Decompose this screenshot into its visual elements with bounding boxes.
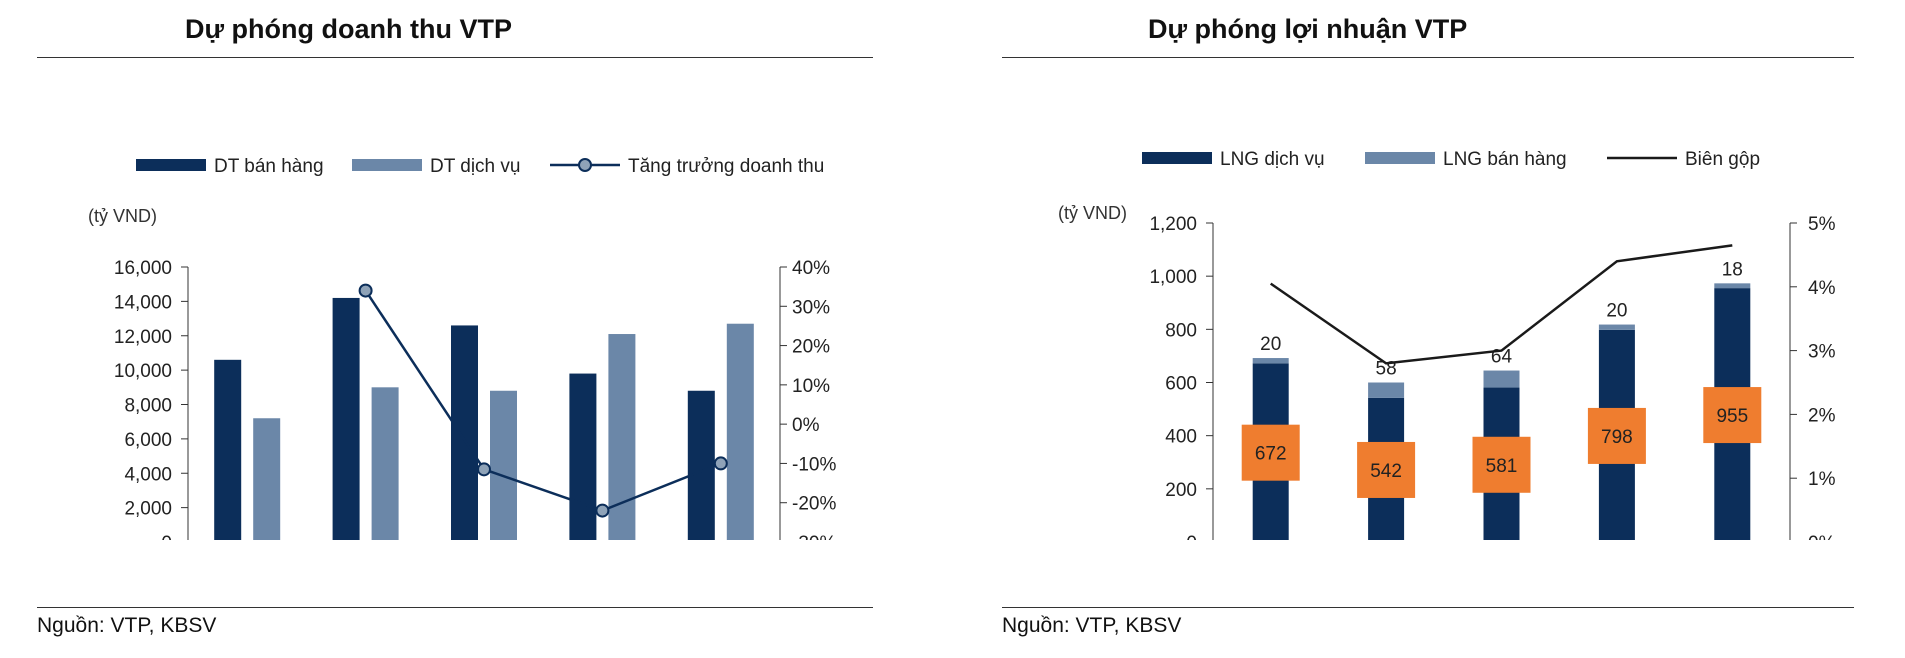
bar-dt-dich-vu xyxy=(371,387,399,540)
bar-dt-ban-hang xyxy=(687,390,715,540)
data-label-lng-ban-hang: 20 xyxy=(1606,301,1627,322)
y-tick-label-right: 20% xyxy=(792,337,830,358)
bar-dt-ban-hang xyxy=(214,359,242,540)
y-tick-label-left: 2,000 xyxy=(124,499,172,520)
growth-point xyxy=(358,283,373,298)
y-tick-label-right: -20% xyxy=(792,494,836,515)
y-tick-label-left: 200 xyxy=(1165,480,1197,501)
data-label-lng-dich-vu: 542 xyxy=(1370,461,1402,482)
bar-lng-ban-hang xyxy=(1252,358,1289,364)
bar-dt-ban-hang xyxy=(569,373,597,540)
source-rule xyxy=(1002,607,1854,608)
legend-label-1: DT dịch vụ xyxy=(430,156,520,177)
legend-label-1: LNG bán hàng xyxy=(1443,149,1567,170)
chart-title: Dự phóng doanh thu VTP xyxy=(185,14,512,44)
data-label-lng-dich-vu: 798 xyxy=(1601,427,1633,448)
y-tick-label-left: 12,000 xyxy=(114,327,172,348)
y-tick-label-left: 10,000 xyxy=(114,361,172,382)
data-label-lng-ban-hang: 18 xyxy=(1722,259,1743,280)
bar-dt-dich-vu xyxy=(253,418,281,540)
y-tick-label-right: 40% xyxy=(792,258,830,279)
source-note: Nguồn: VTP, KBSV xyxy=(37,614,217,637)
data-label-lng-dich-vu: 581 xyxy=(1486,456,1518,477)
y-tick-label-right: 4% xyxy=(1808,278,1836,299)
bar-dt-ban-hang xyxy=(451,325,478,540)
y-tick-label-left: 16,000 xyxy=(114,258,172,279)
data-label-box xyxy=(1357,441,1416,498)
profit-panel: Dự phóng lợi nhuận VTP LNG dịch vụ LNG bá… xyxy=(960,0,1905,658)
data-label-box xyxy=(1241,424,1300,481)
y-tick-label-right: 30% xyxy=(792,297,830,318)
source-note: Nguồn: VTP, KBSV xyxy=(1002,614,1182,637)
data-label-box xyxy=(1703,387,1762,444)
title-rule xyxy=(37,57,873,58)
legend-marker-2 xyxy=(578,158,592,172)
source-rule xyxy=(37,607,873,608)
growth-point xyxy=(713,456,728,471)
y-tick-label-right: -30% xyxy=(792,533,836,540)
y-tick-label-left: 6,000 xyxy=(124,430,172,451)
bar-lng-ban-hang xyxy=(1714,283,1751,289)
legend-label-0: DT bán hàng xyxy=(214,156,324,177)
title-rule xyxy=(1002,57,1854,58)
y-tick-label-left: 0 xyxy=(1186,533,1197,540)
data-label-lng-ban-hang: 20 xyxy=(1260,334,1281,355)
y-tick-label-right: -10% xyxy=(792,454,836,475)
y-tick-label-right: 0% xyxy=(792,415,820,436)
data-label-lng-dich-vu: 955 xyxy=(1716,406,1748,427)
legend-label-0: LNG dịch vụ xyxy=(1220,149,1325,170)
bar-lng-ban-hang xyxy=(1368,382,1405,398)
y-tick-label-left: 0 xyxy=(161,533,172,540)
y-tick-label-left: 14,000 xyxy=(114,292,172,313)
y-tick-label-right: 0% xyxy=(1808,533,1836,540)
bar-lng-ban-hang xyxy=(1598,324,1635,330)
growth-point xyxy=(477,462,491,477)
y-tick-label-right: 1% xyxy=(1808,469,1836,490)
y-tick-label-right: 2% xyxy=(1808,405,1836,426)
margin-line xyxy=(1269,244,1733,365)
y-tick-label-left: 800 xyxy=(1165,320,1197,341)
unit-label: (tỷ VND) xyxy=(1058,203,1127,223)
bar-lng-ban-hang xyxy=(1483,370,1520,388)
y-tick-label-left: 8,000 xyxy=(124,396,172,417)
y-tick-label-left: 1,000 xyxy=(1149,267,1197,288)
bar-dt-ban-hang xyxy=(332,297,360,540)
revenue-panel: Dự phóng doanh thu VTP DT bán hàng DT dịc… xyxy=(37,14,873,637)
legend-swatch-0 xyxy=(136,159,206,171)
revenue-chart: DT bán hàng DT dịch vụ Tăng trưởng doanh t… xyxy=(88,156,836,540)
y-tick-label-left: 4,000 xyxy=(124,464,172,485)
legend-swatch-1 xyxy=(1365,152,1435,164)
legend-swatch-1 xyxy=(352,159,422,171)
chart-title: Dự phóng lợi nhuận VTP xyxy=(1148,14,1468,44)
legend-label-2: Tăng trưởng doanh thu xyxy=(628,156,824,177)
y-tick-label-left: 1,200 xyxy=(1149,214,1197,235)
profit-chart: LNG dịch vụ LNG bán hàng Biên gộp (tỷ VND) 0… xyxy=(1058,149,1836,540)
legend-swatch-0 xyxy=(1142,152,1212,164)
y-tick-label-left: 600 xyxy=(1165,374,1197,395)
y-tick-label-left: 400 xyxy=(1165,427,1197,448)
growth-line xyxy=(364,289,722,512)
y-tick-label-right: 10% xyxy=(792,376,830,397)
bar-dt-dich-vu xyxy=(608,334,636,540)
y-tick-label-right: 3% xyxy=(1808,342,1836,363)
growth-point xyxy=(595,503,610,518)
bar-dt-dich-vu xyxy=(490,390,517,540)
data-label-box xyxy=(1472,436,1531,493)
legend-label-2: Biên gộp xyxy=(1685,149,1760,170)
bar-dt-dich-vu xyxy=(726,323,754,540)
unit-label: (tỷ VND) xyxy=(88,206,157,226)
y-tick-label-right: 5% xyxy=(1808,214,1836,235)
data-label-box xyxy=(1587,407,1646,464)
data-label-lng-dich-vu: 672 xyxy=(1255,444,1287,465)
